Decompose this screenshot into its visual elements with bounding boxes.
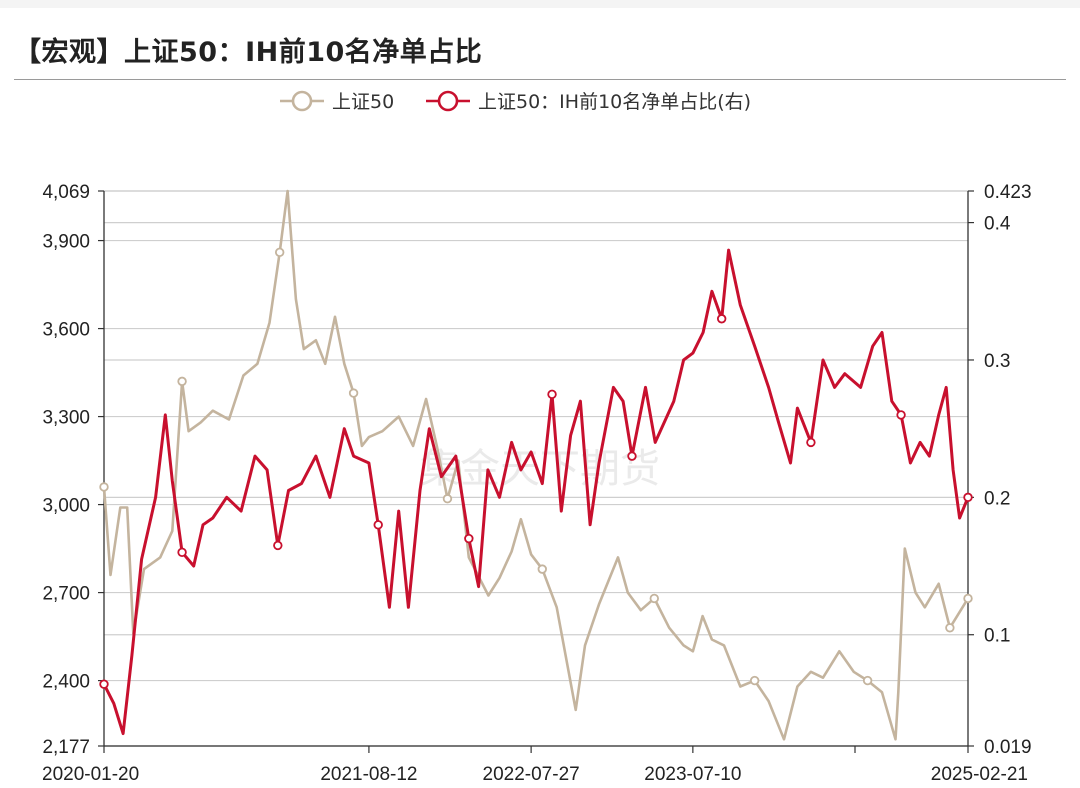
legend: 上证50 上证50：IH前10名净单占比(右) (280, 90, 751, 113)
y-right-tick-label: 0.2 (984, 488, 1010, 509)
legend-marker-1 (291, 90, 313, 112)
series-1-point (649, 593, 659, 604)
series-1-point (749, 675, 760, 686)
series-1-point (442, 494, 453, 504)
y-left-tick-label: 3,600 (42, 320, 90, 341)
legend-label-2: 上证50：IH前10名净单占比(右) (478, 91, 751, 113)
y-left-tick-label: 2,400 (42, 672, 90, 693)
series-lines (99, 189, 973, 741)
series-2-point (177, 547, 187, 557)
series-2-point (806, 437, 816, 448)
y-right-tick-label: 0.1 (984, 626, 1010, 647)
series-1-point (177, 376, 187, 387)
series-2-point (273, 540, 283, 551)
x-tick-label: 2025-02-21 (931, 764, 1028, 785)
x-tick-label: 2022-07-27 (483, 764, 580, 785)
top-strip (0, 0, 1080, 8)
series-1-point (99, 482, 109, 492)
series-2-point (627, 451, 637, 461)
x-tick-label: 2023-07-10 (644, 764, 741, 785)
x-tick-label: 2020-01-20 (42, 764, 139, 785)
series-line-1 (102, 189, 970, 741)
y-right-tick-label: 0.4 (984, 214, 1011, 235)
y-left-tick-label: 3,000 (42, 496, 90, 517)
legend-marker-2 (437, 90, 459, 112)
series-2-point (547, 389, 557, 400)
series-1-point (274, 247, 285, 258)
series-2-point (716, 314, 727, 324)
series-1-point (537, 564, 547, 574)
chart-title: 【宏观】上证50：IH前10名净单占比 (14, 37, 483, 68)
series-1-point (945, 623, 955, 633)
y-left-tick-label: 2,700 (42, 584, 90, 605)
axes: 2,177 2,400 2,700 3,000 3,300 3,600 3,900 4,069… (42, 182, 1032, 785)
title-divider (14, 79, 1066, 80)
series-1-point (348, 388, 359, 398)
series-2-point (99, 679, 109, 689)
x-tick-label: 2021-08-12 (320, 764, 417, 785)
series-1-point (963, 593, 973, 604)
legend-label-1: 上证50 (332, 91, 394, 113)
y-left-tick-label: 2,177 (42, 737, 90, 758)
series-2-point (373, 520, 383, 530)
y-right-tick-label: 0.3 (984, 351, 1010, 372)
y-left-tick-label: 3,300 (42, 408, 90, 429)
series-2-point (963, 492, 973, 503)
series-2-point (464, 533, 474, 544)
series-1-point (862, 675, 873, 686)
y-right-tick-label: 0.019 (984, 737, 1032, 758)
y-left-tick-label: 3,900 (42, 232, 90, 253)
y-right-tick-label: 0.423 (984, 182, 1032, 203)
y-left-tick-label: 4,069 (42, 182, 90, 203)
series-2-point (896, 410, 906, 420)
